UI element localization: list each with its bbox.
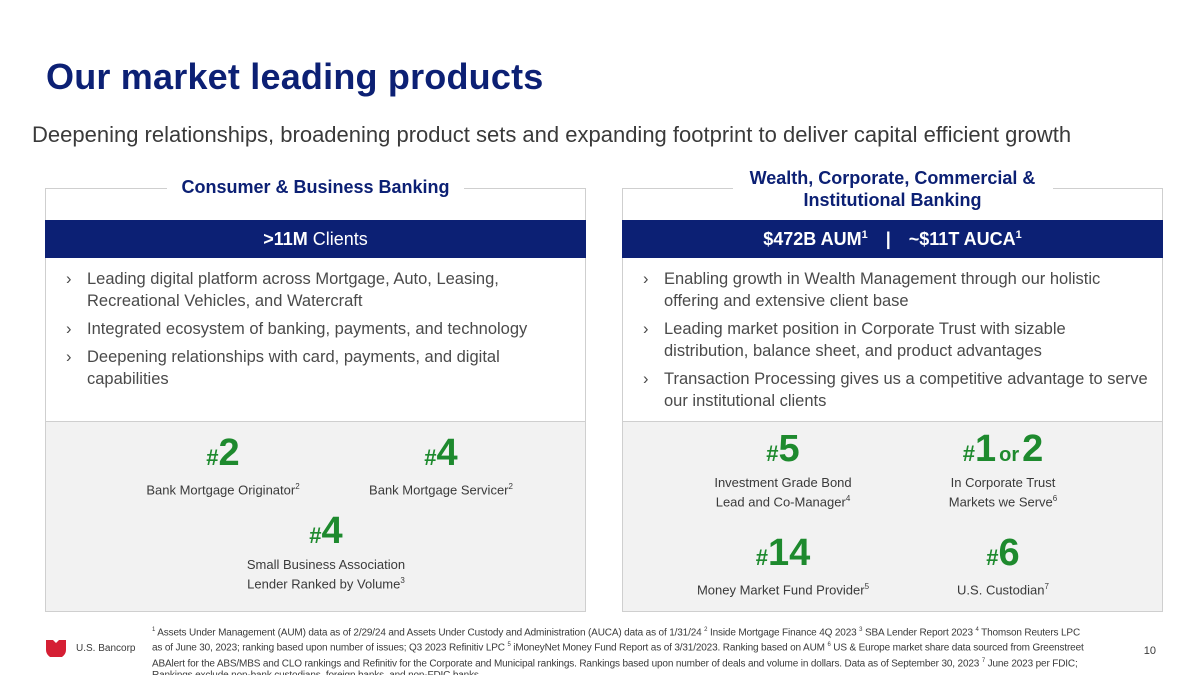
bullet-item: › Deepening relationships with card, paym…	[66, 348, 500, 388]
stat-custodian: #6 U.S. Custodian7	[913, 532, 1093, 598]
company-logo: U.S. Bancorp	[46, 640, 135, 657]
clients-banner: >11M Clients	[45, 220, 586, 258]
chevron-right-icon: ›	[643, 320, 649, 338]
stat-money-market: #14 Money Market Fund Provider5	[688, 532, 878, 598]
chevron-right-icon: ›	[643, 370, 649, 388]
company-name: U.S. Bancorp	[76, 643, 136, 654]
aum-banner: $472B AUM1 | ~$11T AUCA1	[622, 220, 1163, 258]
banner-separator: |	[885, 228, 891, 249]
chevron-right-icon: ›	[66, 270, 72, 288]
bullet-item: › Integrated ecosystem of banking, paymen…	[66, 320, 528, 338]
banner-auca: ~$11T AUCA1	[908, 228, 1022, 249]
stat-label: Money Market Fund Provider5	[696, 582, 870, 598]
wealth-corporate-panel: Wealth, Corporate, Commercial & Institut…	[622, 167, 1163, 612]
stat-mortgage-originator: #2 Bank Mortgage Originator2	[128, 432, 318, 498]
banner-aum: $472B AUM1	[763, 228, 868, 249]
bullet-list: › Leading digital platform across Mortgag…	[58, 268, 575, 396]
bullet-item: › Leading market position in Corporate Tr…	[643, 320, 1066, 360]
stat-rank: #2	[206, 432, 240, 474]
stat-rank: #4	[424, 432, 458, 474]
bullet-list: › Enabling growth in Wealth Management th…	[635, 268, 1152, 418]
shield-icon	[46, 640, 66, 657]
stat-rank: #1 or2	[962, 428, 1044, 470]
stat-rank: #4	[309, 510, 343, 552]
stat-corporate-trust: #1 or2 In Corporate Trust Markets we Serve…	[913, 428, 1093, 510]
stat-label: In Corporate Trust Markets we Serve6	[948, 475, 1058, 510]
stat-mortgage-servicer: #4 Bank Mortgage Servicer2	[346, 432, 536, 498]
stat-label: Investment Grade Bond Lead and Co-Manager…	[714, 475, 852, 510]
consumer-business-panel: Consumer & Business Banking >11M Clients…	[45, 176, 586, 612]
panel-heading: Consumer & Business Banking	[167, 176, 464, 198]
stat-label: Small Business Association Lender Ranked …	[246, 557, 406, 592]
panel-heading: Wealth, Corporate, Commercial & Institut…	[732, 167, 1053, 211]
bullet-item: › Enabling growth in Wealth Management th…	[643, 270, 1101, 310]
stat-rank: #6	[986, 532, 1020, 574]
stat-label: Bank Mortgage Originator2	[146, 482, 300, 498]
page-number: 10	[1143, 645, 1156, 657]
stat-rank: #5	[766, 428, 800, 470]
bullet-item: › Leading digital platform across Mortgag…	[66, 270, 499, 310]
stat-rank: #14	[755, 532, 811, 574]
stat-label: U.S. Custodian7	[957, 582, 1049, 598]
page-title: Our market leading products	[46, 56, 544, 97]
chevron-right-icon: ›	[643, 270, 649, 288]
chevron-right-icon: ›	[66, 320, 72, 338]
stat-label: Bank Mortgage Servicer2	[369, 482, 513, 498]
banner-value: >11M	[263, 228, 308, 249]
stat-bond-manager: #5 Investment Grade Bond Lead and Co-Mana…	[688, 428, 878, 510]
stats-area: #2 Bank Mortgage Originator2 #4 Bank Mor…	[46, 421, 585, 611]
chevron-right-icon: ›	[66, 348, 72, 366]
stat-sba-lender: #4 Small Business Association Lender Rank…	[226, 510, 426, 592]
stats-area: #5 Investment Grade Bond Lead and Co-Mana…	[623, 421, 1162, 611]
banner-label: Clients	[312, 228, 368, 249]
bullet-item: › Transaction Processing gives us a compe…	[643, 370, 1148, 410]
footnotes: 1 Assets Under Management (AUM) data as …	[152, 627, 1084, 675]
page-subtitle: Deepening relationships, broadening prod…	[32, 122, 1072, 147]
